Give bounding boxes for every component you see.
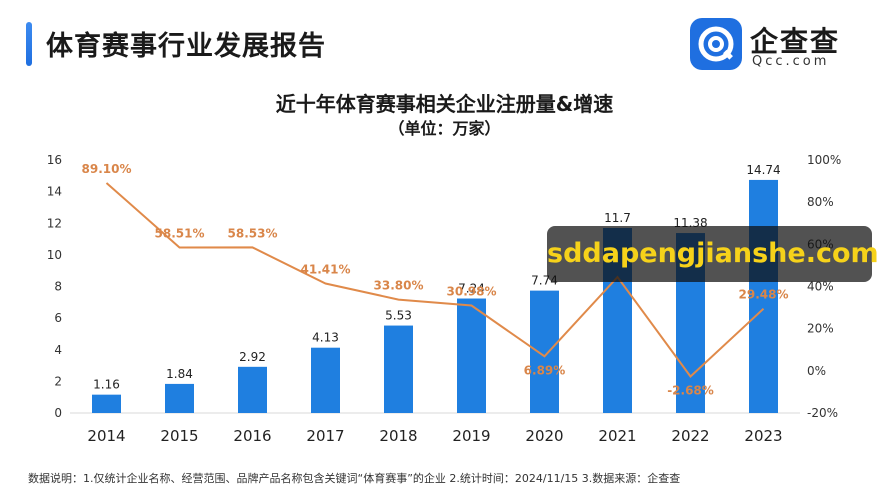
bar-value-label: 7.24: [458, 282, 485, 296]
growth-rate-label: 58.53%: [228, 226, 278, 240]
bar: [238, 366, 267, 413]
x-axis-tick-label: 2022: [671, 427, 709, 445]
bar: [384, 325, 413, 413]
x-axis-tick-label: 2019: [452, 427, 490, 445]
growth-rate-label: 6.89%: [524, 363, 566, 377]
bar: [749, 179, 778, 413]
left-axis-tick-label: 6: [54, 311, 62, 325]
brand-logo: 企查查 Qcc.com: [690, 18, 870, 74]
bar-value-label: 14.74: [746, 163, 780, 177]
right-axis-tick-label: 20%: [807, 322, 834, 336]
qcc-logo-icon: [690, 18, 742, 70]
logo-domain: Qcc.com: [752, 54, 830, 69]
bar-value-label: 5.53: [385, 309, 412, 323]
x-axis-tick-label: 2020: [525, 427, 563, 445]
bar: [165, 383, 194, 413]
left-axis-tick-label: 16: [47, 153, 62, 167]
bar-value-label: 4.13: [312, 331, 339, 345]
bar: [457, 298, 486, 413]
logo-name: 企查查: [750, 25, 841, 58]
left-axis-tick-label: 0: [54, 406, 62, 420]
header-accent-bar: [26, 22, 32, 66]
footnote: 数据说明：1.仅统计企业名称、经营范围、品牌产品名称包含关键词“体育赛事”的企业…: [28, 472, 681, 485]
bar-value-label: 2.92: [239, 350, 266, 364]
chart-subtitle: （单位：万家）: [388, 119, 501, 138]
growth-rate-label: 30.98%: [447, 285, 497, 299]
x-axis-tick-label: 2023: [744, 427, 782, 445]
bar: [311, 347, 340, 413]
right-axis-tick-label: 80%: [807, 195, 834, 209]
bar: [530, 290, 559, 413]
left-axis-tick-label: 2: [54, 374, 62, 388]
growth-rate-label: 29.48%: [739, 288, 789, 302]
growth-rate-label: 58.51%: [155, 226, 205, 240]
left-axis-tick-label: 8: [54, 280, 62, 294]
right-axis-tick-label: 100%: [807, 153, 841, 167]
growth-rate-label: 89.10%: [82, 162, 132, 176]
right-axis-tick-label: -20%: [807, 406, 838, 420]
growth-rate-label: 41.41%: [301, 263, 351, 277]
page-title: 体育赛事行业发展报告: [46, 31, 326, 62]
growth-rate-label: -2.68%: [667, 383, 714, 397]
growth-rate-line: [105, 182, 765, 378]
x-axis-tick-label: 2018: [379, 427, 417, 445]
bar-value-label: 11.7: [604, 211, 631, 225]
chart-plot: 0246810121416-20%0%20%40%60%80%100%20142…: [47, 153, 842, 445]
watermark: sddapengjianshe.com: [547, 226, 879, 282]
left-axis-tick-label: 4: [54, 343, 62, 357]
bar-value-label: 1.84: [166, 367, 193, 381]
chart-title: 近十年体育赛事相关企业注册量&增速: [275, 92, 614, 116]
x-axis-tick-label: 2014: [87, 427, 125, 445]
left-axis-tick-label: 12: [47, 216, 62, 230]
x-axis-tick-label: 2015: [160, 427, 198, 445]
x-axis-tick-label: 2017: [306, 427, 344, 445]
right-axis-tick-label: 0%: [807, 364, 826, 378]
bar: [92, 394, 121, 413]
right-axis-tick-label: 40%: [807, 280, 834, 294]
x-axis-tick-label: 2016: [233, 427, 271, 445]
left-axis-tick-label: 14: [47, 185, 62, 199]
growth-rate-label: 33.80%: [374, 279, 424, 293]
bar-value-label: 1.16: [93, 378, 120, 392]
x-axis-tick-label: 2021: [598, 427, 636, 445]
left-axis-tick-label: 10: [47, 248, 62, 262]
